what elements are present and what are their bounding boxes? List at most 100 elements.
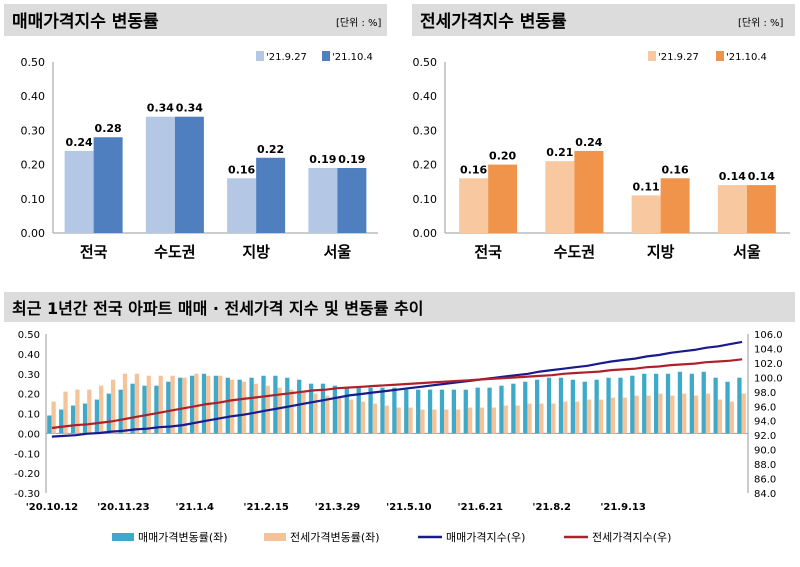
bar-sale-rate bbox=[178, 377, 183, 434]
bar-jeonse-rate bbox=[670, 395, 675, 434]
bar-1 bbox=[145, 116, 175, 233]
bar-jeonse-rate bbox=[241, 381, 247, 434]
x-tick-label: 서울 bbox=[733, 243, 761, 261]
bar-sale-rate bbox=[439, 389, 445, 434]
x-tick-label: 지방 bbox=[647, 243, 675, 261]
y-left-tick-label: 0.00 bbox=[18, 429, 40, 440]
line-jeonse-index bbox=[51, 358, 743, 430]
y-right-tick-label: 88.0 bbox=[754, 460, 776, 471]
bar-jeonse-rate bbox=[51, 401, 56, 434]
bar-sale-rate bbox=[582, 381, 587, 434]
legend-label-series-1: '21.9.27 bbox=[266, 52, 307, 63]
data-label: 0.11 bbox=[633, 180, 660, 193]
bar-jeonse-rate bbox=[253, 383, 259, 434]
bar-sale-rate bbox=[142, 385, 147, 434]
data-label: 0.19 bbox=[338, 153, 365, 166]
bar-2 bbox=[174, 116, 204, 233]
y-tick-label: 0.50 bbox=[413, 56, 438, 69]
y-left-tick-label: -0.20 bbox=[14, 469, 40, 480]
bar-jeonse-rate bbox=[539, 403, 544, 434]
bar-sale-rate bbox=[570, 379, 575, 434]
data-label: 0.34 bbox=[147, 102, 174, 115]
bar-sale-rate bbox=[70, 405, 76, 434]
panel-header-bg bbox=[4, 292, 795, 322]
legend-label-jeonse-rate: 전세가격변동률(좌) bbox=[290, 531, 380, 544]
bar-jeonse-rate bbox=[503, 405, 508, 434]
bar-1 bbox=[64, 150, 94, 233]
bar-jeonse-rate bbox=[574, 401, 580, 434]
bar-jeonse-rate bbox=[396, 407, 401, 434]
bar-1 bbox=[545, 161, 575, 233]
y-tick-label: 0.10 bbox=[21, 193, 46, 206]
x-tick-label: '21.1.4 bbox=[175, 502, 214, 513]
y-right-tick-label: 96.0 bbox=[754, 402, 776, 413]
x-tick-label: 전국 bbox=[474, 243, 502, 261]
bar-jeonse-rate bbox=[229, 379, 235, 434]
panel-trend: 최근 1년간 전국 아파트 매매 · 전세가격 지수 및 변동률 추이 0.50… bbox=[4, 292, 795, 544]
bar-2 bbox=[660, 178, 690, 233]
bar-sale-rate bbox=[737, 377, 742, 434]
bar-1 bbox=[459, 178, 489, 233]
plot-area: 0.000.100.200.300.400.500.160.20전국0.210.… bbox=[413, 56, 790, 261]
bar-jeonse-rate bbox=[658, 393, 663, 434]
bar-jeonse-rate bbox=[170, 375, 175, 434]
panel-sale-rate: 매매가격지수 변동률 [단위 : %] 0.00 0.10 0.20 0.30 0.40… bbox=[4, 4, 387, 261]
y-right-tick-label: 92.0 bbox=[754, 431, 776, 442]
panel-title: 전세가격지수 변동률 bbox=[420, 12, 567, 32]
bar-sale-rate bbox=[213, 375, 219, 434]
bar-sale-rate bbox=[725, 381, 730, 434]
bar-jeonse-rate bbox=[515, 405, 520, 434]
bar-sale-rate bbox=[535, 379, 540, 434]
x-tick-label: 전국 bbox=[80, 243, 108, 261]
y-left-tick-label: -0.30 bbox=[14, 489, 40, 500]
y-right-tick-label: 86.0 bbox=[754, 475, 776, 486]
bar-1 bbox=[631, 195, 661, 233]
data-label: 0.24 bbox=[66, 136, 93, 149]
bar-jeonse-rate bbox=[563, 401, 568, 434]
bar-jeonse-rate bbox=[479, 407, 485, 434]
bar-2 bbox=[337, 168, 367, 233]
bar-sale-rate bbox=[59, 409, 64, 434]
bar-jeonse-rate bbox=[134, 373, 140, 434]
bar-jeonse-rate bbox=[586, 399, 592, 434]
bar-sale-rate bbox=[606, 377, 611, 434]
bar-jeonse-rate bbox=[384, 405, 389, 434]
panel-title: 매매가격지수 변동률 bbox=[12, 12, 159, 32]
data-label: 0.14 bbox=[748, 170, 775, 183]
bar-1 bbox=[717, 185, 747, 233]
plot-area: 0.50 0.40 0.30 0.20 0.10 0.00 -0.10 -0.20 -0.30 1… bbox=[14, 330, 783, 513]
legend-label-series-1: '21.9.27 bbox=[658, 52, 699, 63]
bar-sale-rate bbox=[689, 373, 694, 434]
bar-sale-rate bbox=[368, 387, 373, 434]
bar-sale-rate bbox=[47, 415, 52, 434]
bar-sale-rate bbox=[106, 393, 111, 434]
legend-swatch-series-2 bbox=[322, 51, 330, 61]
data-label: 0.22 bbox=[257, 143, 284, 156]
bar-jeonse-rate bbox=[75, 389, 80, 434]
bar-jeonse-rate bbox=[122, 373, 128, 434]
line-sale-index bbox=[51, 340, 743, 438]
y-tick-label: 0.10 bbox=[413, 193, 438, 206]
x-tick-label: '20.11.23 bbox=[97, 502, 149, 513]
x-tick-label: 지방 bbox=[242, 243, 270, 261]
bar-sale-rate bbox=[558, 377, 564, 434]
bar-sale-rate bbox=[273, 375, 278, 434]
panel-header-bg bbox=[412, 4, 795, 36]
bar-sale-rate bbox=[523, 381, 528, 434]
bar-jeonse-rate bbox=[87, 389, 92, 434]
bar-sale-rate bbox=[463, 389, 468, 434]
legend: 매매가격변동률(좌) 전세가격변동률(좌) 매매가격지수(우) 전세가격지수(우… bbox=[112, 531, 671, 544]
bar-sale-rate bbox=[380, 387, 385, 434]
y-left-tick-label: 0.40 bbox=[18, 350, 40, 361]
bar-sale-rate bbox=[475, 387, 480, 434]
x-tick-label: '21.5.10 bbox=[386, 502, 431, 513]
bar-jeonse-rate bbox=[360, 401, 366, 434]
legend-label-series-2: '21.10.4 bbox=[726, 52, 767, 63]
bar-jeonse-rate bbox=[158, 375, 163, 434]
y-tick-label: 0.00 bbox=[413, 227, 438, 240]
bar-sale-rate bbox=[166, 381, 171, 434]
data-label: 0.14 bbox=[719, 170, 746, 183]
bar-jeonse-rate bbox=[705, 393, 711, 434]
y-left-tick-label: 0.30 bbox=[18, 370, 40, 381]
